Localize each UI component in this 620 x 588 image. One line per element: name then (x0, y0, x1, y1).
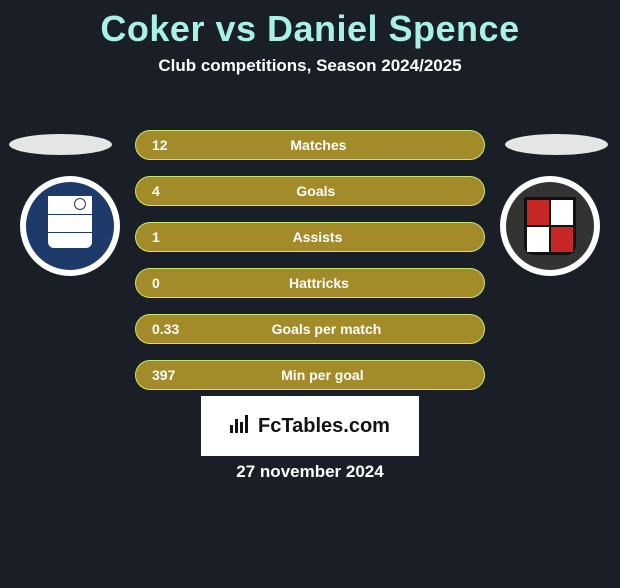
stat-row-matches: 12 Matches (135, 130, 485, 160)
stat-value: 0 (152, 275, 160, 291)
stat-row-goals-per-match: 0.33 Goals per match (135, 314, 485, 344)
player-avatar-right (505, 134, 608, 155)
stat-label: Assists (293, 229, 343, 245)
stat-value: 4 (152, 183, 160, 199)
stat-value: 12 (152, 137, 168, 153)
stat-label: Min per goal (281, 367, 363, 383)
stat-label: Goals per match (272, 321, 382, 337)
stat-label: Matches (290, 137, 346, 153)
stat-value: 1 (152, 229, 160, 245)
club-crest-right (500, 176, 600, 276)
page-title: Coker vs Daniel Spence (0, 8, 620, 50)
date-label: 27 november 2024 (236, 462, 383, 482)
stats-container: 12 Matches 4 Goals 1 Assists 0 Hattricks… (135, 130, 485, 406)
watermark: FcTables.com (201, 396, 419, 456)
watermark-label: FcTables.com (258, 415, 390, 438)
stat-value: 397 (152, 367, 175, 383)
bar-chart-icon (230, 415, 252, 438)
stat-row-min-per-goal: 397 Min per goal (135, 360, 485, 390)
stat-label: Goals (296, 183, 335, 199)
stat-value: 0.33 (152, 321, 179, 337)
stat-row-hattricks: 0 Hattricks (135, 268, 485, 298)
club-crest-left (20, 176, 120, 276)
stat-row-goals: 4 Goals (135, 176, 485, 206)
stat-label: Hattricks (289, 275, 349, 291)
stat-row-assists: 1 Assists (135, 222, 485, 252)
player-avatar-left (9, 134, 112, 155)
subtitle: Club competitions, Season 2024/2025 (0, 56, 620, 76)
